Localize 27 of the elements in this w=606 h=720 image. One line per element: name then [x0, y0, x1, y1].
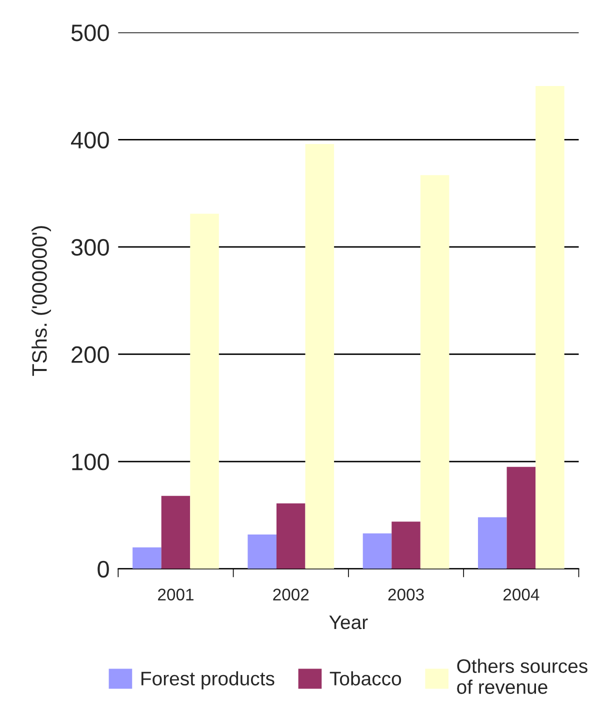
y-tick-label: 500: [71, 24, 109, 42]
bar: [392, 522, 420, 569]
y-tick-label: 200: [72, 346, 109, 364]
x-tick-label: 2002: [273, 588, 309, 600]
x-tick-label: 2001: [158, 588, 194, 600]
y-tick-label: 100: [72, 454, 109, 470]
x-tick-label: 2004: [503, 588, 540, 600]
bar: [420, 175, 450, 569]
y-axis-title: TShs. ('000000'): [32, 226, 51, 376]
bar: [276, 503, 306, 569]
y-tick-label: 300: [71, 239, 109, 256]
y-tick-label: 400: [70, 132, 109, 148]
bar: [506, 466, 536, 569]
bar: [248, 534, 276, 569]
bar: [362, 533, 392, 569]
legend-label: Others sources of revenue: [457, 658, 588, 694]
x-tick-label: 2003: [388, 588, 424, 600]
bar: [536, 86, 564, 569]
bar: [132, 547, 162, 569]
legend-label: Tobacco: [330, 671, 402, 686]
bar: [190, 214, 219, 569]
bar: [305, 144, 334, 569]
bar: [478, 517, 507, 569]
bar: [161, 496, 190, 569]
x-axis-title: Year: [329, 616, 368, 630]
legend-label: Forest products: [142, 671, 274, 690]
y-tick-label: 0: [98, 560, 109, 578]
